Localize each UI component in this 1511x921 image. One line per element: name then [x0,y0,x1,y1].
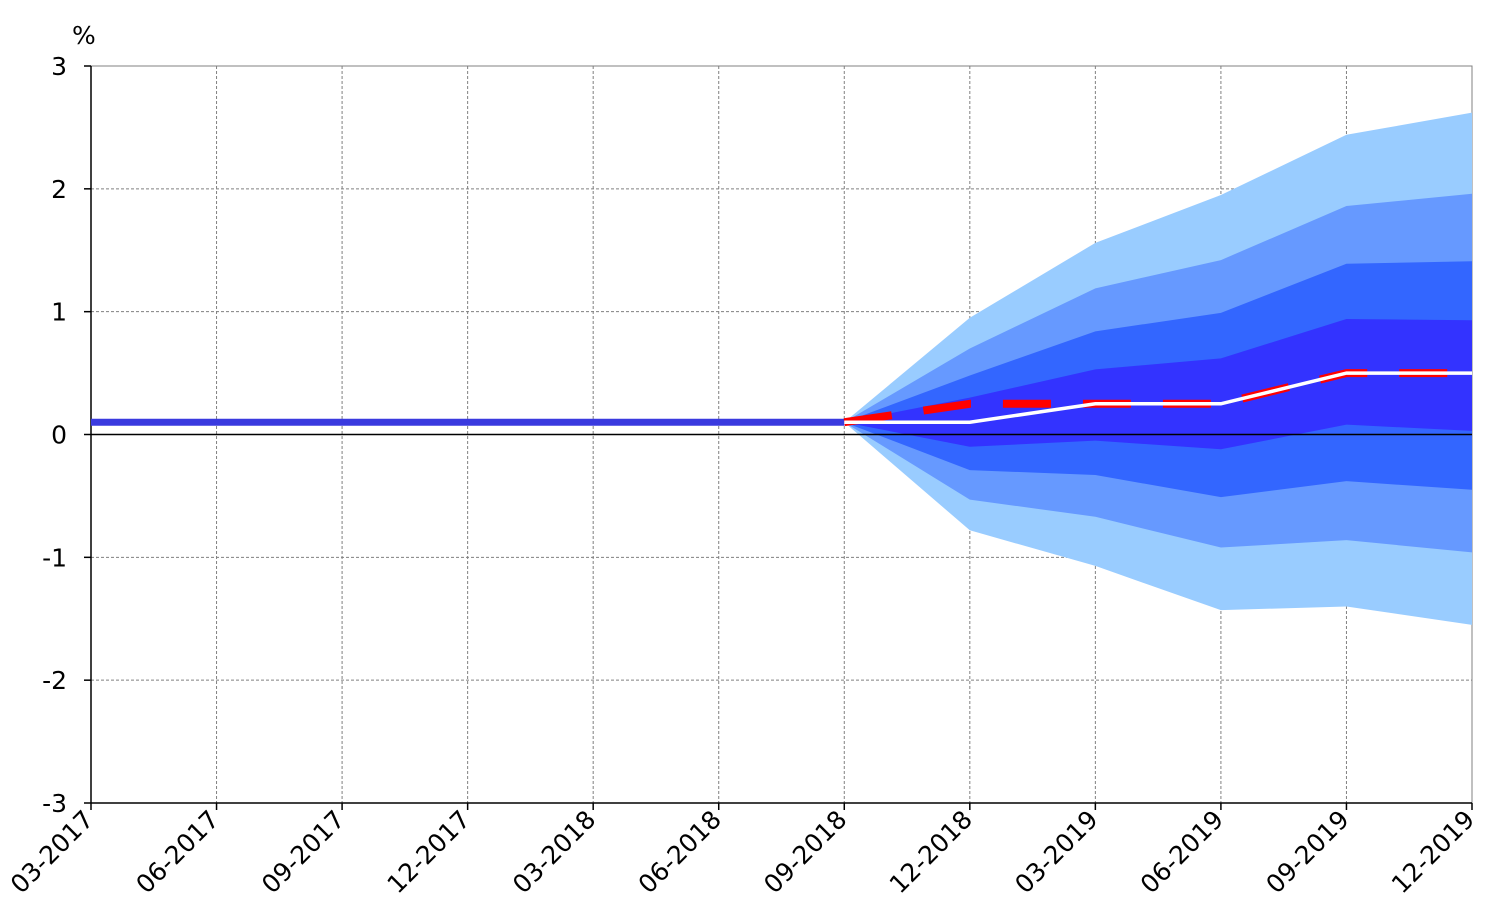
y-tick-label--1: -1 [42,543,67,572]
y-tick-label--3: -3 [42,789,67,818]
y-tick-label-0: 0 [51,421,67,450]
x-tick-label-09-2019: 09-2019 [1260,805,1354,899]
series-lines [91,369,1472,427]
x-tick-label-12-2017: 12-2017 [382,805,476,899]
x-tick-label-06-2018: 06-2018 [633,805,727,899]
x-tick-label-12-2019: 12-2019 [1386,805,1480,899]
forecast-median-line [844,371,1472,424]
axes [84,65,1473,810]
x-tick-label-12-2018: 12-2018 [884,805,978,899]
x-tick-label-09-2018: 09-2018 [758,805,852,899]
x-tick-label-06-2017: 06-2017 [130,805,224,899]
x-tick-label-03-2019: 03-2019 [1009,805,1103,899]
fan-bands [844,112,1472,625]
x-tick-label-03-2018: 03-2018 [507,805,601,899]
y-tick-label-3: 3 [51,52,67,81]
y-tick-label-2: 2 [51,175,67,204]
y-tick-label--2: -2 [42,666,67,695]
x-tick-label-06-2019: 06-2019 [1135,805,1229,899]
forecast-dashed-line [843,369,1472,427]
x-tick-label-03-2017: 03-2017 [5,805,99,899]
x-tick-label-09-2017: 09-2017 [256,805,350,899]
y-unit-label: % [72,21,96,50]
y-tick-label-1: 1 [51,298,67,327]
